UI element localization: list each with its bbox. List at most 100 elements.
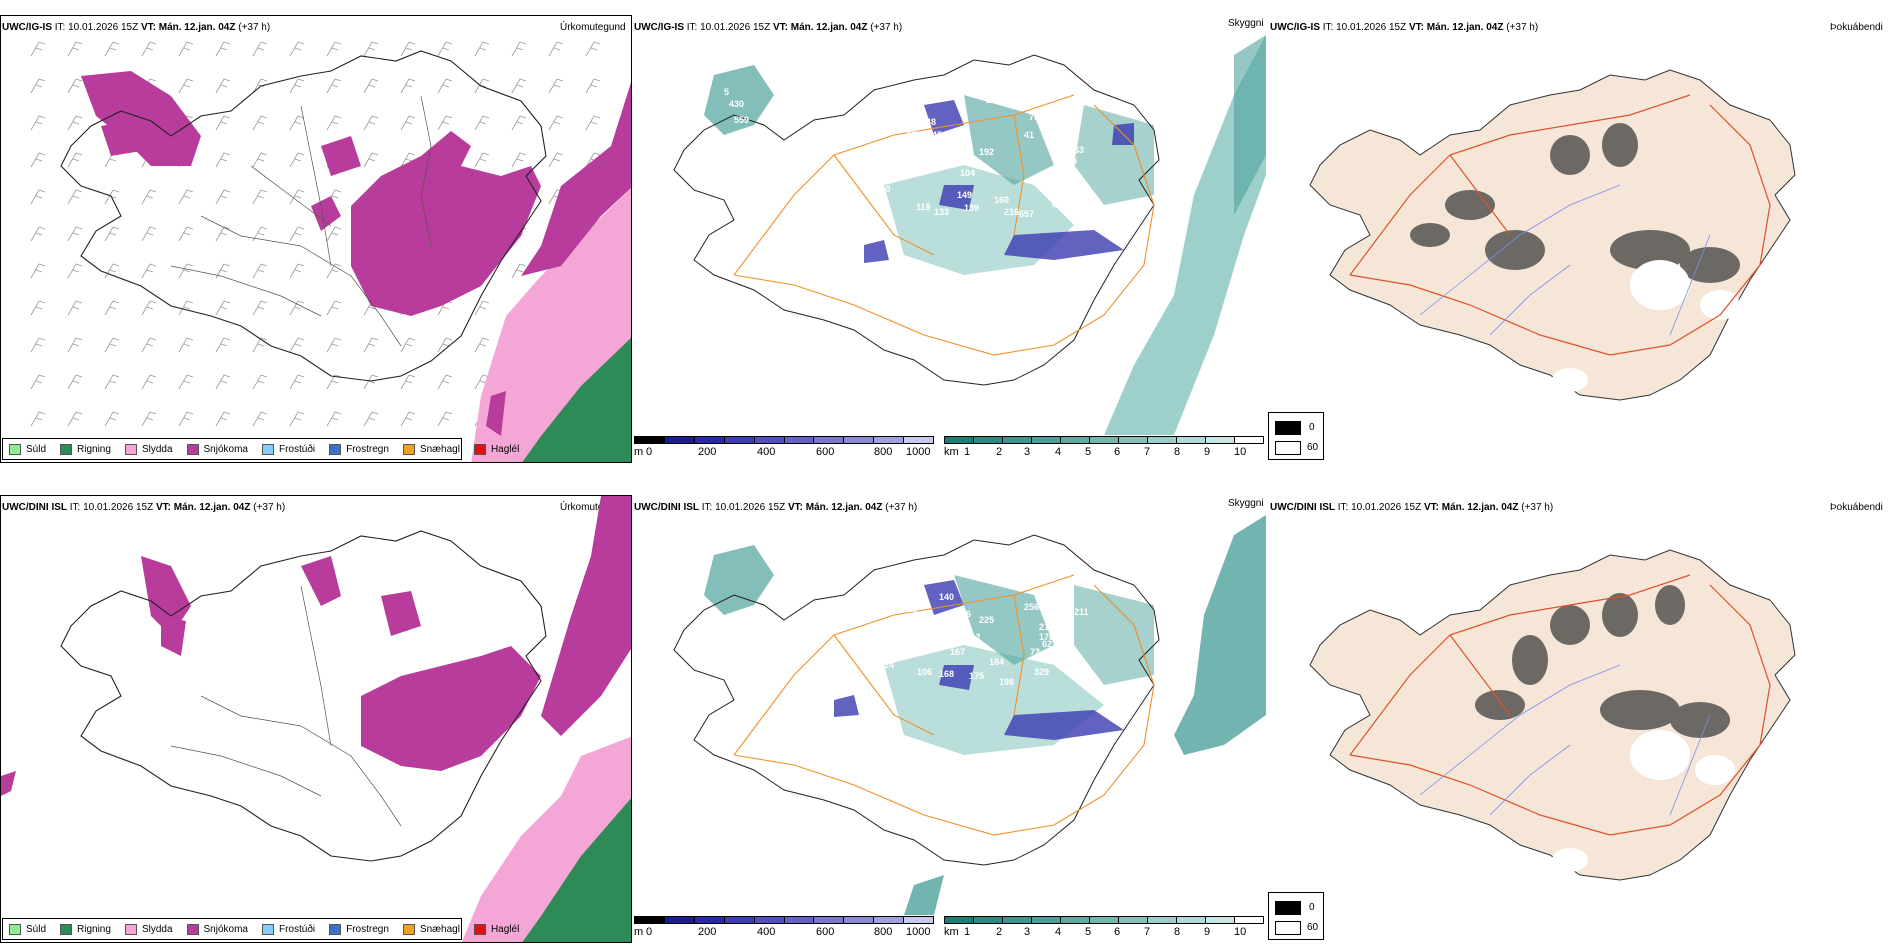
- wind-barb: [30, 300, 46, 316]
- panel-header: UWC/IG-IS IT: 10.01.2026 15Z VT: Mán. 12…: [2, 22, 270, 34]
- wind-barb: [289, 78, 305, 94]
- ceiling-label: 140: [939, 592, 954, 602]
- wind-barb: [215, 152, 231, 168]
- ceiling-label: 131: [900, 587, 915, 597]
- wind-barb: [548, 115, 564, 131]
- row-2: UWC/DINI ISL IT: 10.01.2026 15Z VT: Mán.…: [0, 475, 1900, 950]
- wind-barb: [363, 115, 379, 131]
- wind-barb: [67, 41, 83, 57]
- it-label: IT:: [54, 22, 66, 33]
- wind-barb: [326, 411, 342, 427]
- wind-barb: [30, 263, 46, 279]
- wind-barb: [215, 78, 231, 94]
- wind-barb: [141, 189, 157, 205]
- ceiling-label: 76: [1029, 112, 1039, 122]
- fog-legend: 0 60: [1268, 412, 1324, 460]
- wind-barb: [252, 152, 268, 168]
- wind-barb: [585, 78, 601, 94]
- ceiling-label: 118: [916, 202, 931, 212]
- visibility-map: 559 430 5 131 68 89 48 487 45 77 284 76 41 58 192 104 14…: [634, 35, 1266, 435]
- wind-barb: [437, 41, 453, 57]
- wind-barb: [104, 374, 120, 390]
- wind-barb: [141, 374, 157, 390]
- wind-barb: [548, 41, 564, 57]
- wind-barb: [326, 337, 342, 353]
- wind-barb: [178, 41, 194, 57]
- wind-barb: [67, 337, 83, 353]
- ceiling-label: 68: [906, 125, 916, 135]
- wind-barb: [363, 374, 379, 390]
- ceiling-label: 263: [1069, 145, 1084, 155]
- model-name: UWC/IG-IS: [2, 22, 52, 33]
- legend-item: Snjókoma: [186, 923, 248, 935]
- ceiling-label: 262: [1054, 612, 1069, 622]
- ceiling-label: 212: [1039, 622, 1054, 632]
- ceiling-label: 487: [934, 137, 949, 147]
- wind-barb: [289, 41, 305, 57]
- ceiling-label: 216: [1004, 207, 1019, 217]
- ceiling-label: 168: [939, 669, 954, 679]
- wind-barb: [252, 41, 268, 57]
- init-time: 10.01.2026 15Z: [68, 22, 139, 33]
- wind-barb: [141, 226, 157, 242]
- legend-item: Frostúði: [261, 443, 315, 455]
- wind-barb: [363, 78, 379, 94]
- wind-barb: [326, 41, 342, 57]
- wind-barb: [400, 152, 416, 168]
- legend-item: Slydda: [124, 923, 173, 935]
- fog-map: [1270, 35, 1900, 435]
- wind-barb: [511, 263, 527, 279]
- wind-barb: [104, 263, 120, 279]
- ceiling-label: 198: [999, 677, 1014, 687]
- wind-barb: [326, 78, 342, 94]
- wind-barb: [474, 152, 490, 168]
- legend-item: Rigning: [60, 923, 111, 935]
- ceiling-label: 225: [979, 615, 994, 625]
- wind-barb: [326, 226, 342, 242]
- ceiling-label: 184: [989, 657, 1004, 667]
- ceiling-label: 110: [876, 184, 891, 194]
- ceiling-label: 106: [917, 667, 932, 677]
- ceiling-label: 160: [994, 195, 1009, 205]
- precip-type-map: [0, 15, 632, 463]
- legend-item: Snæhagl: [402, 443, 460, 455]
- wind-barb: [104, 411, 120, 427]
- ceiling-label: 41: [1024, 130, 1034, 140]
- panel-header: UWC/DINI ISL IT: 10.01.2026 15Z VT: Mán.…: [2, 502, 286, 513]
- legend-item: Haglél: [473, 443, 519, 455]
- wind-barb: [141, 411, 157, 427]
- wind-barb: [215, 115, 231, 131]
- wind-barb: [215, 337, 231, 353]
- ceiling-label: 284: [986, 95, 1001, 105]
- wind-barb: [30, 189, 46, 205]
- ceiling-label: 226: [956, 609, 971, 619]
- wind-barb: [252, 374, 268, 390]
- wind-barb: [474, 300, 490, 316]
- row-1: UWC/IG-IS IT: 10.01.2026 15Z VT: Mán. 12…: [0, 15, 1900, 463]
- ceiling-label: 559: [734, 115, 749, 125]
- panel-header: UWC/DINI ISL IT: 10.01.2026 15Z VT: Mán.…: [1270, 502, 1554, 513]
- wind-barb: [289, 115, 305, 131]
- panel-header: UWC/IG-IS IT: 10.01.2026 15Z VT: Mán. 12…: [1270, 22, 1539, 33]
- ceiling-label: 657: [1019, 209, 1034, 219]
- wind-barb: [326, 300, 342, 316]
- panel-title-precip: Úrkomutegund: [560, 22, 626, 33]
- ceiling-label: 139: [964, 203, 979, 213]
- wind-barb: [400, 374, 416, 390]
- wind-barb: [252, 411, 268, 427]
- wind-barb: [215, 411, 231, 427]
- ceiling-label: 77: [934, 152, 944, 162]
- wind-barb: [30, 337, 46, 353]
- ceiling-label: 459: [1052, 170, 1067, 180]
- ceiling-label: 43: [1047, 597, 1057, 607]
- ceiling-label: 123: [902, 604, 917, 614]
- wind-barb: [400, 41, 416, 57]
- wind-barb: [400, 411, 416, 427]
- wind-barb: [178, 374, 194, 390]
- wind-barb: [511, 78, 527, 94]
- wind-barb: [178, 189, 194, 205]
- wind-barb: [67, 152, 83, 168]
- precip-legend: Súld Rigning Slydda Snjókoma Frostúði Fr…: [2, 438, 519, 460]
- wind-barb: [67, 115, 83, 131]
- wind-barb: [548, 78, 564, 94]
